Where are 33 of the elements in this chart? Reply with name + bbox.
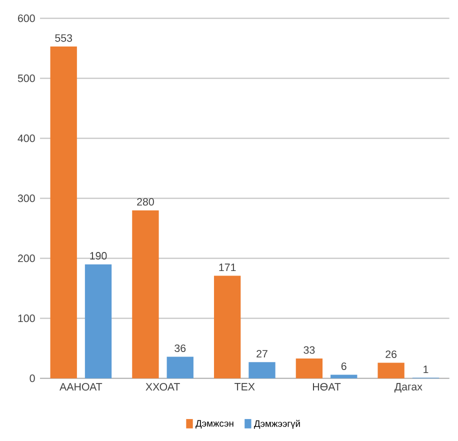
bar (248, 362, 276, 378)
bar (50, 46, 77, 378)
y-tick-label: 500 (18, 74, 35, 82)
bar (84, 264, 112, 378)
x-tick-label: ААНОАТ (60, 383, 102, 391)
y-tick-label: 100 (18, 314, 35, 322)
bar (378, 362, 404, 378)
data-label: 171 (219, 264, 236, 272)
y-tick-label: 400 (18, 134, 35, 142)
x-tick-label: НӨАТ (313, 383, 341, 391)
bar (132, 210, 159, 378)
data-label: 6 (341, 362, 346, 370)
legend-label: Дэмжээгүй (254, 420, 300, 429)
y-tick-label: 600 (18, 14, 35, 22)
data-label: 33 (304, 346, 315, 354)
x-tick-label: ХХОАТ (146, 383, 180, 391)
data-label: 36 (174, 344, 186, 352)
data-label: 27 (256, 350, 268, 358)
bar (166, 356, 194, 378)
legend-label: Дэмжсэн (196, 420, 234, 428)
bar (296, 358, 323, 378)
x-tick-label: Дагах (394, 383, 422, 392)
data-label: 280 (137, 198, 154, 206)
bar (214, 276, 241, 378)
data-label: 1 (424, 366, 428, 374)
data-label: 26 (386, 350, 397, 358)
y-tick-label: 0 (30, 374, 35, 382)
data-label: 190 (90, 252, 107, 260)
x-tick-label: ТЕХ (234, 383, 255, 390)
data-label: 553 (55, 34, 72, 42)
bar (330, 374, 358, 378)
y-tick-label: 200 (18, 254, 35, 262)
y-tick-label: 300 (18, 194, 35, 202)
